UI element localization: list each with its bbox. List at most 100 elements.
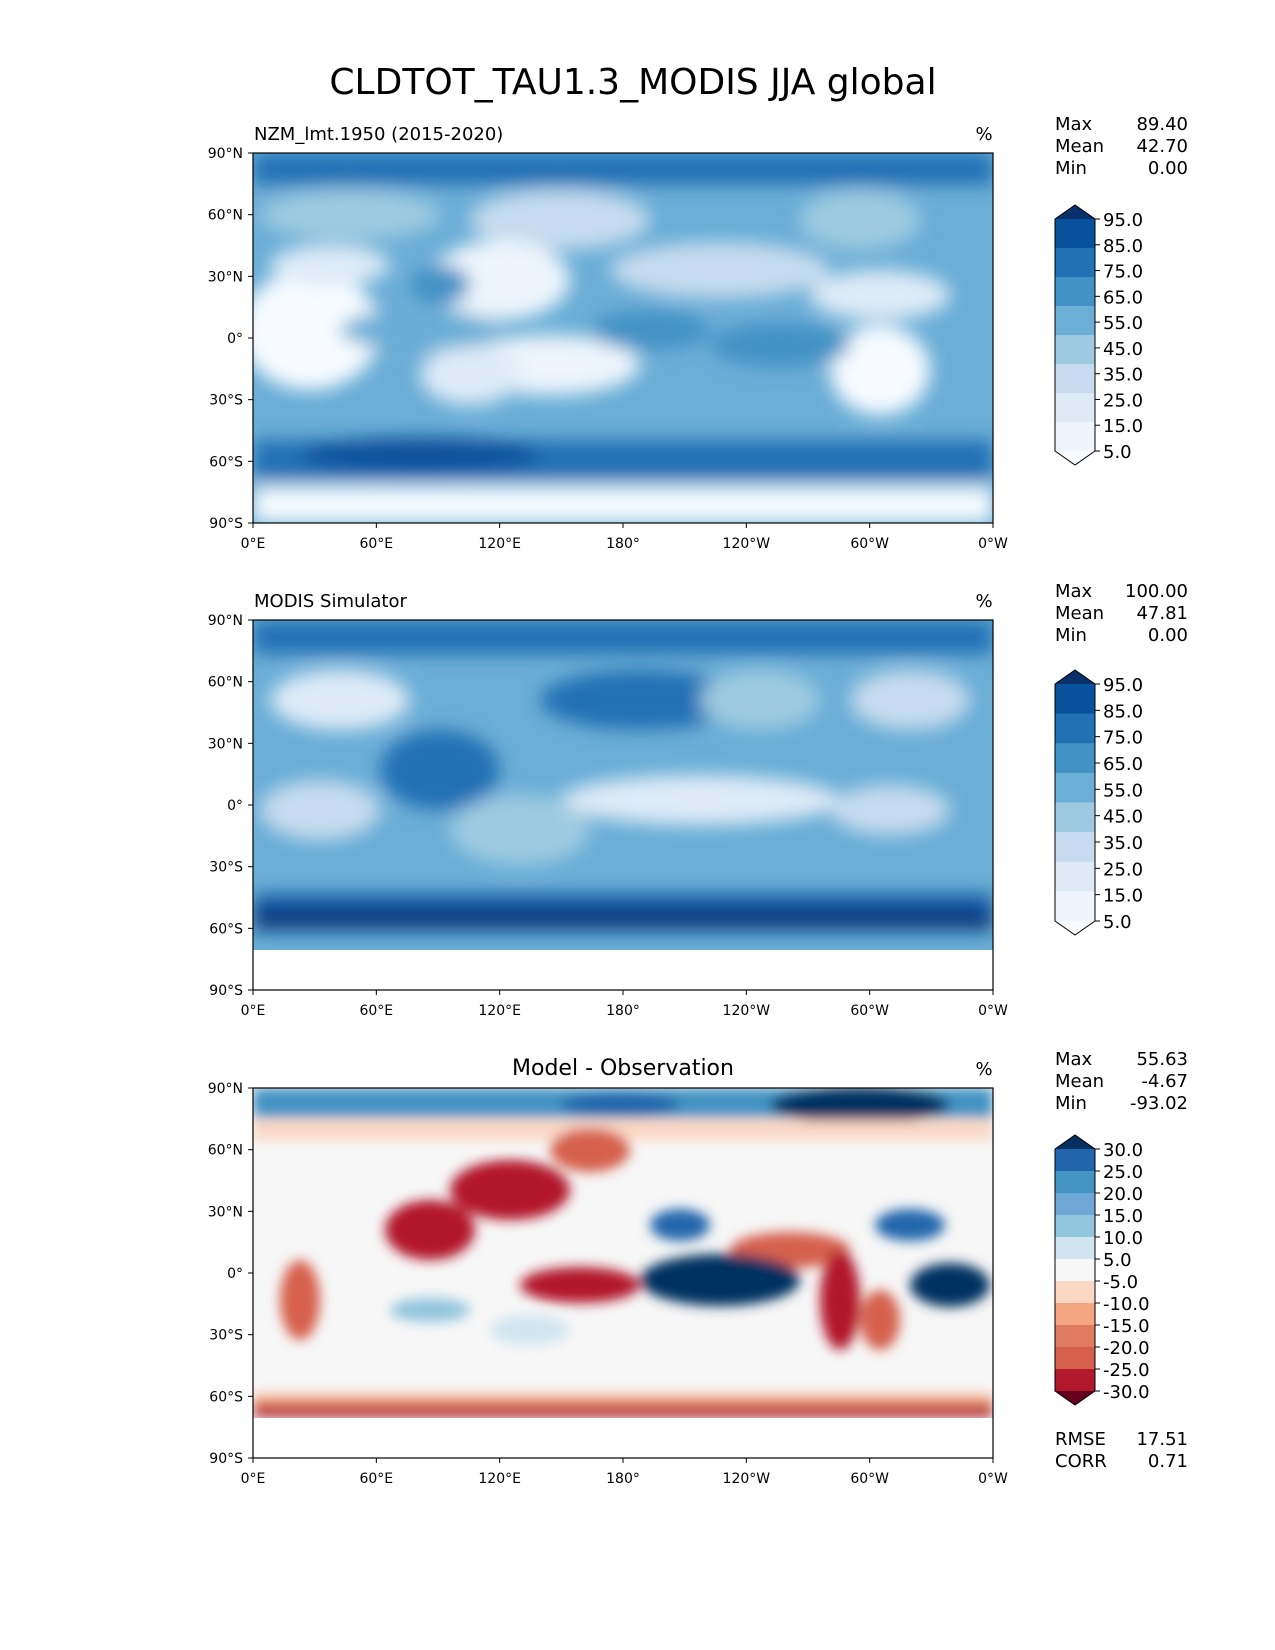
- colorbar-tick-label: 30.0: [1103, 1140, 1143, 1161]
- lat-tick-label: 90°N: [208, 1081, 243, 1097]
- colorbar-tick-label: 55.0: [1103, 313, 1143, 334]
- stat-label: Max: [1055, 1049, 1093, 1070]
- stat-label: CORR: [1055, 1451, 1107, 1472]
- lon-tick-label: 120°W: [723, 536, 771, 552]
- colorbar-tick-label: 35.0: [1103, 365, 1143, 386]
- lat-tick-label: 0°: [227, 331, 243, 347]
- lat-tick-label: 30°S: [209, 393, 243, 409]
- colorbar-segment: [1055, 713, 1095, 744]
- lon-tick-label: 60°E: [359, 536, 393, 552]
- colorbar-segment: [1055, 335, 1095, 365]
- colorbar-tick-label: 55.0: [1103, 780, 1143, 801]
- stat-value: 0.00: [1148, 158, 1188, 179]
- colorbar-tick-label: -10.0: [1103, 1294, 1150, 1315]
- stat-value: 42.70: [1136, 136, 1188, 157]
- lon-tick-label: 120°E: [478, 1003, 521, 1019]
- panel-units: %: [975, 591, 992, 612]
- colorbar-tick-label: 10.0: [1103, 1228, 1143, 1249]
- colorbar-extension-top: [1055, 205, 1095, 219]
- stat-value: 100.00: [1125, 581, 1188, 602]
- map-field: [253, 1088, 993, 1458]
- lat-tick-label: 0°: [227, 798, 243, 814]
- colorbar-tick-label: 20.0: [1103, 1184, 1143, 1205]
- lat-tick-label: 90°S: [209, 1451, 243, 1467]
- lat-tick-label: 60°S: [209, 1389, 243, 1405]
- lon-tick-label: 0°W: [978, 1003, 1008, 1019]
- colorbar-segment: [1055, 772, 1095, 803]
- axis-ticks: 90°N 60°N 30°N 0° 30°S 60°S 90°S 0°E 60°E 120°E 18…: [208, 146, 1008, 1487]
- lon-tick-label: 0°E: [241, 1003, 266, 1019]
- lon-tick-label: 0°W: [978, 536, 1008, 552]
- lat-tick-label: 90°N: [208, 146, 243, 162]
- colorbar-segment: [1055, 248, 1095, 278]
- colorbar-segment: [1055, 1259, 1095, 1282]
- lat-tick-label: 90°S: [209, 983, 243, 999]
- colorbar-segment: [1055, 1325, 1095, 1348]
- stat-label: Max: [1055, 581, 1093, 602]
- colorbar-tick-label: 95.0: [1103, 675, 1143, 696]
- colorbar-segment: [1055, 1237, 1095, 1260]
- lat-tick-label: 30°S: [209, 1328, 243, 1344]
- lon-tick-label: 120°E: [478, 536, 521, 552]
- colorbar-extension-bottom: [1055, 1391, 1095, 1405]
- colorbar-tick-label: -30.0: [1103, 1382, 1150, 1403]
- lon-tick-label: 120°W: [723, 1471, 771, 1487]
- lon-tick-label: 180°: [606, 1471, 640, 1487]
- stat-label: Max: [1055, 114, 1093, 135]
- colorbar-segment: [1055, 277, 1095, 307]
- stat-value: 0.71: [1148, 1451, 1188, 1472]
- lon-tick-label: 60°E: [359, 1003, 393, 1019]
- colorbar-segment: [1055, 1369, 1095, 1392]
- colorbar-tick-label: 5.0: [1103, 912, 1132, 933]
- stat-value: -4.67: [1141, 1071, 1188, 1092]
- colorbar-extension-bottom: [1055, 921, 1095, 935]
- colorbar-tick-label: 5.0: [1103, 442, 1132, 463]
- colorbar-tick-label: -5.0: [1103, 1272, 1138, 1293]
- colorbar-segment: [1055, 393, 1095, 423]
- lat-tick-label: 30°N: [208, 736, 243, 752]
- panel-title: Model - Observation: [512, 1056, 734, 1081]
- stat-value: 89.40: [1136, 114, 1188, 135]
- colorbar-tick-label: 75.0: [1103, 728, 1143, 749]
- lon-tick-label: 180°: [606, 1003, 640, 1019]
- colorbar-extension-top: [1055, 670, 1095, 684]
- colorbar-segment: [1055, 364, 1095, 394]
- colorbar-tick-label: 15.0: [1103, 416, 1143, 437]
- lat-tick-label: 30°S: [209, 860, 243, 876]
- lat-tick-label: 90°N: [208, 613, 243, 629]
- colorbar-tick-label: 35.0: [1103, 833, 1143, 854]
- lat-tick-label: 60°S: [209, 454, 243, 470]
- lon-tick-label: 60°W: [850, 1471, 889, 1487]
- colorbar-tick-label: 45.0: [1103, 807, 1143, 828]
- lat-tick-label: 0°: [227, 1266, 243, 1282]
- colorbar-tick-label: 95.0: [1103, 210, 1143, 231]
- colorbar-segment: [1055, 1215, 1095, 1238]
- figure-title: CLDTOT_TAU1.3_MODIS JJA global: [329, 62, 936, 103]
- colorbar-tick-label: 25.0: [1103, 859, 1143, 880]
- panel-model: NZM_lmt.1950 (2015-2020) %: [252, 124, 994, 524]
- colorbar-tick-label: 75.0: [1103, 262, 1143, 283]
- colorbar-tick-label: 45.0: [1103, 339, 1143, 360]
- colorbar-segment: [1055, 832, 1095, 863]
- colorbar-segment: [1055, 1149, 1095, 1172]
- colorbar-tick-label: 65.0: [1103, 754, 1143, 775]
- stat-label: RMSE: [1055, 1429, 1106, 1450]
- colorbar-tick-label: 85.0: [1103, 236, 1143, 257]
- lat-tick-label: 60°N: [208, 208, 243, 224]
- colorbar-segment: [1055, 219, 1095, 249]
- colorbar-tick-label: -25.0: [1103, 1360, 1150, 1381]
- stat-value: 0.00: [1148, 625, 1188, 646]
- stat-label: Min: [1055, 158, 1087, 179]
- lon-tick-label: 60°E: [359, 1471, 393, 1487]
- stat-label: Mean: [1055, 1071, 1104, 1092]
- colorbar-tick-label: 25.0: [1103, 1162, 1143, 1183]
- colorbar-segment: [1055, 422, 1095, 452]
- lon-tick-label: 0°E: [241, 536, 266, 552]
- map-field: [253, 620, 993, 990]
- lat-tick-label: 60°N: [208, 1143, 243, 1159]
- colorbar-tick-label: -15.0: [1103, 1316, 1150, 1337]
- colorbar-extension-bottom: [1055, 451, 1095, 465]
- stat-label: Min: [1055, 625, 1087, 646]
- colorbar-tick-label: -20.0: [1103, 1338, 1150, 1359]
